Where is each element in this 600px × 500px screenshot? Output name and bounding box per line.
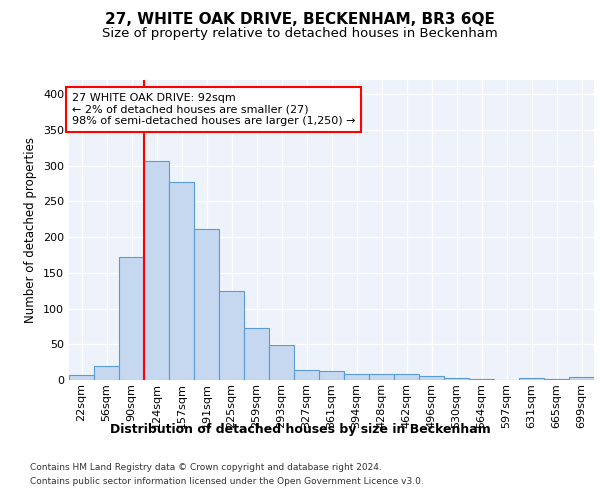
Bar [94,366,119,380]
Bar [369,374,394,380]
Bar [244,328,269,380]
Bar [69,375,94,380]
Bar [269,345,294,380]
Bar [444,378,469,380]
Bar [394,374,419,380]
Bar [169,182,194,380]
Bar [119,257,144,380]
Bar [194,230,219,380]
Bar [144,160,169,380]
Text: 27, WHITE OAK DRIVE, BECKENHAM, BR3 6QE: 27, WHITE OAK DRIVE, BECKENHAM, BR3 6QE [105,12,495,28]
Text: 27 WHITE OAK DRIVE: 92sqm
← 2% of detached houses are smaller (27)
98% of semi-d: 27 WHITE OAK DRIVE: 92sqm ← 2% of detach… [71,93,355,126]
Text: Distribution of detached houses by size in Beckenham: Distribution of detached houses by size … [110,422,490,436]
Bar [569,377,594,380]
Text: Contains HM Land Registry data © Crown copyright and database right 2024.: Contains HM Land Registry data © Crown c… [30,462,382,471]
Bar [519,378,544,380]
Bar [219,290,244,380]
Text: Contains public sector information licensed under the Open Government Licence v3: Contains public sector information licen… [30,478,424,486]
Text: Size of property relative to detached houses in Beckenham: Size of property relative to detached ho… [102,28,498,40]
Y-axis label: Number of detached properties: Number of detached properties [25,137,37,323]
Bar [294,370,319,380]
Bar [344,374,369,380]
Bar [419,376,444,380]
Bar [319,370,344,380]
